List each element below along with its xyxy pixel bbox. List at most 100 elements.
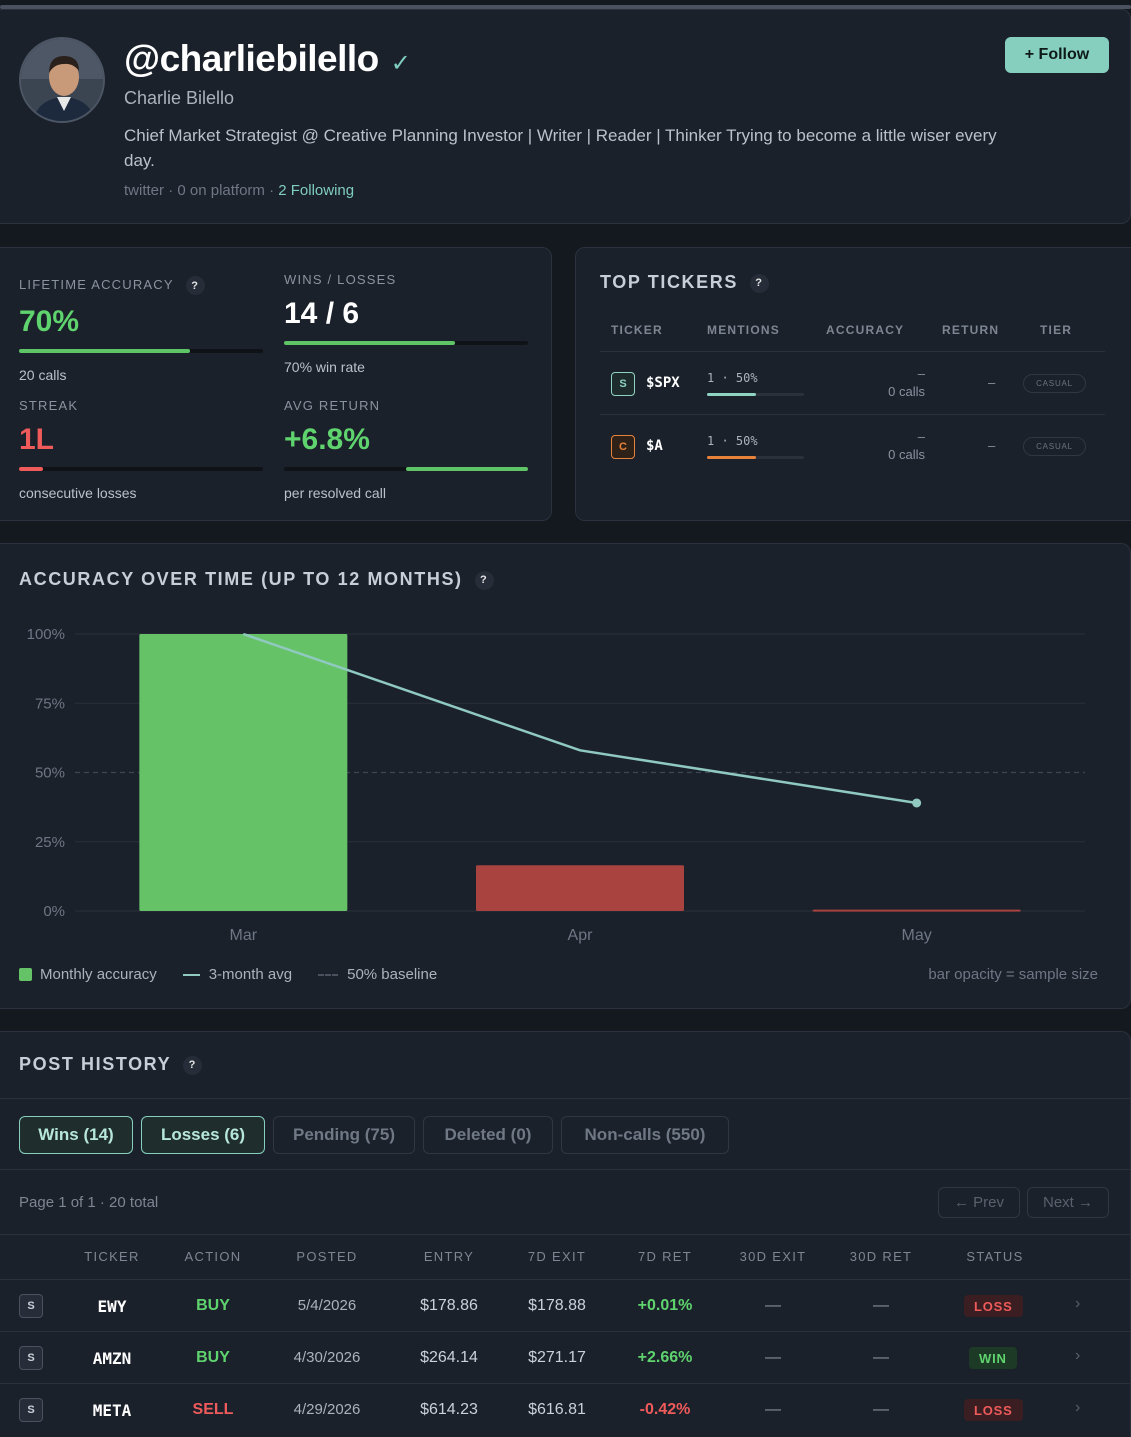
top-tickers-title: TOP TICKERS? (600, 272, 769, 293)
avg-return-bar-fill (406, 467, 528, 471)
col-accuracy: ACCURACY (826, 323, 905, 337)
legend-monthly: Monthly accuracy (40, 966, 157, 983)
col-30d-ret: 30D RET (849, 1249, 913, 1264)
top-divider (0, 5, 1131, 9)
stat-sub: consecutive losses (19, 485, 137, 501)
ticker-badge: C (611, 435, 635, 459)
ticker-return: – (988, 438, 996, 453)
exit7-cell: $616.81 (528, 1401, 586, 1418)
accuracy-bar (139, 634, 348, 911)
streak-bar-fill (19, 467, 44, 471)
meta-separator: · (168, 182, 174, 199)
tab-non-calls[interactable]: Non-calls (550) (561, 1116, 729, 1154)
tier-badge: CASUAL (1023, 374, 1086, 393)
ticker-badge: S (19, 1294, 43, 1318)
action-cell: BUY (196, 1349, 230, 1366)
stat-label: LIFETIME ACCURACY? (19, 276, 263, 295)
table-row[interactable]: S AMZN BUY 4/30/2026 $264.14 $271.17 +2.66% — — W… (0, 1331, 1131, 1383)
tab-losses[interactable]: Losses (6) (141, 1116, 265, 1154)
ticker-row[interactable]: C $A 1 · 50% – 0 calls – CASUAL (600, 414, 1105, 477)
help-icon[interactable]: ? (185, 276, 205, 295)
posted-cell: 5/4/2026 (297, 1297, 357, 1314)
profile-meta: twitter · 0 on platform · 2 Following (124, 182, 354, 199)
avatar-photo (21, 39, 103, 121)
title-text: ACCURACY OVER TIME (UP TO 12 MONTHS) (19, 569, 463, 589)
posted-cell: 4/29/2026 (293, 1401, 361, 1418)
col-30d-exit: 30D EXIT (739, 1249, 807, 1264)
entry-cell: $614.23 (420, 1401, 478, 1418)
chevron-right-icon[interactable]: › (1075, 1399, 1081, 1416)
lifetime-accuracy-stat: LIFETIME ACCURACY? 70% 20 calls (19, 276, 263, 383)
posted-cell: 4/30/2026 (293, 1349, 361, 1366)
help-icon[interactable]: ? (474, 570, 494, 590)
accuracy-bar (812, 909, 1021, 912)
following-link[interactable]: 2 Following (278, 182, 355, 199)
stat-label: WINS / LOSSES (284, 272, 397, 287)
ticker-row[interactable]: S $SPX 1 · 50% – 0 calls – CASUAL (600, 351, 1105, 414)
ticker-accuracy: – 0 calls (855, 428, 925, 464)
help-icon[interactable]: ? (749, 273, 769, 293)
avg-return-bar (284, 467, 528, 471)
stats-card: LIFETIME ACCURACY? 70% 20 calls WINS / L… (0, 247, 552, 521)
stat-label: AVG RETURN (284, 398, 381, 413)
ticker-symbol: $SPX (646, 375, 680, 391)
y-tick-label: 100% (27, 626, 65, 643)
tab-deleted[interactable]: Deleted (0) (423, 1116, 553, 1154)
y-tick-label: 0% (43, 903, 65, 920)
accuracy-bar (19, 349, 263, 353)
ticker-badge: S (611, 372, 635, 396)
ret30-cell: — (873, 1297, 889, 1314)
exit30-cell: — (765, 1349, 781, 1366)
table-row[interactable]: S META SELL 4/29/2026 $614.23 $616.81 -0.42% — —… (0, 1383, 1131, 1435)
profile-bio: Chief Market Strategist @ Creative Plann… (124, 126, 997, 170)
x-tick-label: Apr (568, 927, 594, 944)
legend-baseline: 50% baseline (347, 966, 438, 983)
mentions-bar-fill (707, 456, 756, 459)
action-cell: SELL (192, 1401, 234, 1418)
ticker-badge: S (19, 1346, 43, 1370)
exit7-cell: $178.88 (528, 1297, 586, 1314)
accuracy-bar-fill (19, 349, 190, 353)
status-badge: LOSS (964, 1399, 1023, 1421)
help-icon[interactable]: ? (183, 1055, 203, 1075)
label-text: LIFETIME ACCURACY (19, 276, 174, 292)
legend-avg: 3-month avg (208, 966, 293, 983)
avg-return-stat: AVG RETURN +6.8% per resolved call (284, 398, 528, 501)
stat-sub: per resolved call (284, 485, 386, 501)
stat-sub: 20 calls (19, 367, 67, 383)
top-tickers-card: TOP TICKERS? TICKER MENTIONS ACCURACY RE… (575, 247, 1131, 521)
ret7-cell: -0.42% (639, 1401, 691, 1418)
profile-full-name: Charlie Bilello (124, 88, 235, 108)
divider (0, 1234, 1131, 1235)
chevron-right-icon[interactable]: › (1075, 1295, 1081, 1312)
y-tick-label: 75% (35, 695, 65, 712)
accuracy-value: – (917, 429, 925, 444)
exit30-cell: — (765, 1297, 781, 1314)
status-badge: LOSS (964, 1295, 1023, 1317)
exit7-cell: $271.17 (528, 1349, 586, 1366)
col-entry: ENTRY (423, 1249, 475, 1264)
y-tick-label: 25% (35, 834, 65, 851)
ret7-cell: +2.66% (637, 1349, 693, 1366)
tab-wins[interactable]: Wins (14) (19, 1116, 133, 1154)
y-tick-label: 50% (35, 765, 65, 782)
ticker-symbol: $A (646, 438, 663, 454)
chevron-right-icon[interactable]: › (1075, 1347, 1081, 1364)
tab-pending[interactable]: Pending (75) (273, 1116, 415, 1154)
status-badge: WIN (969, 1347, 1017, 1369)
col-7d-exit: 7D EXIT (527, 1249, 587, 1264)
avg-line (242, 632, 917, 805)
avatar[interactable] (19, 37, 105, 123)
prev-button[interactable]: ← Prev (938, 1187, 1020, 1218)
follow-button[interactable]: + Follow (1005, 37, 1109, 73)
win-rate-bar-fill (284, 341, 455, 345)
table-row[interactable]: S EWY BUY 5/4/2026 $178.86 $178.88 +0.01% — — LOS… (0, 1279, 1131, 1331)
ticker-mentions: 1 · 50% (707, 371, 758, 385)
mentions-bar (707, 456, 804, 459)
streak-bar (19, 467, 263, 471)
x-tick-label: May (902, 927, 932, 944)
stat-value: +6.8% (284, 423, 370, 456)
legend-note: bar opacity = sample size (928, 966, 1098, 983)
stat-value: 14 / 6 (284, 297, 360, 330)
next-button[interactable]: Next → (1027, 1187, 1109, 1218)
